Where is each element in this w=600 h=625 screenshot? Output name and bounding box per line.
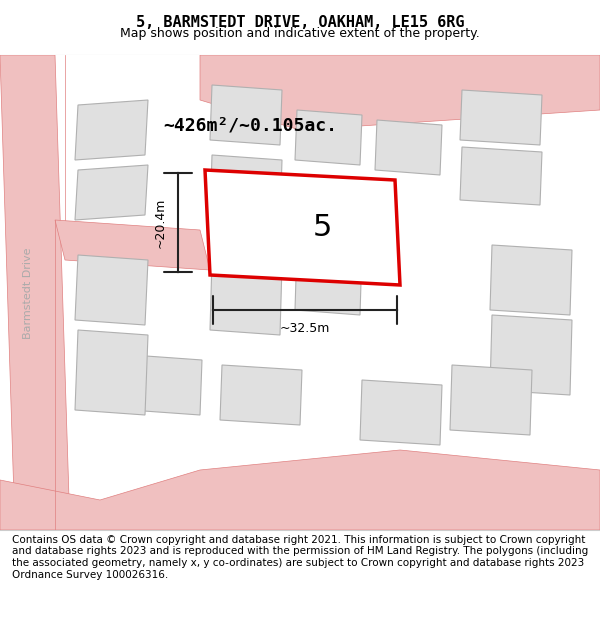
Polygon shape (490, 315, 572, 395)
Polygon shape (460, 147, 542, 205)
Text: 5: 5 (313, 213, 332, 242)
Text: Barmstedt Drive: Barmstedt Drive (23, 248, 33, 339)
Polygon shape (210, 260, 282, 335)
Polygon shape (0, 450, 600, 530)
Polygon shape (375, 120, 442, 175)
Text: ~20.4m: ~20.4m (154, 198, 167, 248)
Polygon shape (220, 365, 302, 425)
Polygon shape (360, 380, 442, 445)
Text: Contains OS data © Crown copyright and database right 2021. This information is : Contains OS data © Crown copyright and d… (12, 535, 588, 579)
Polygon shape (75, 165, 148, 220)
Polygon shape (210, 85, 282, 145)
Polygon shape (0, 55, 70, 530)
Polygon shape (295, 245, 362, 315)
Polygon shape (210, 155, 282, 225)
Polygon shape (75, 330, 148, 415)
Polygon shape (460, 90, 542, 145)
Polygon shape (55, 220, 210, 270)
Polygon shape (130, 355, 202, 415)
Polygon shape (295, 110, 362, 165)
Polygon shape (75, 255, 148, 325)
Polygon shape (490, 245, 572, 315)
Polygon shape (205, 170, 400, 285)
Polygon shape (450, 365, 532, 435)
Text: ~32.5m: ~32.5m (280, 321, 330, 334)
Text: ~426m²/~0.105ac.: ~426m²/~0.105ac. (163, 116, 337, 134)
Polygon shape (75, 100, 148, 160)
Text: Map shows position and indicative extent of the property.: Map shows position and indicative extent… (120, 27, 480, 39)
Polygon shape (200, 55, 600, 130)
Text: 5, BARMSTEDT DRIVE, OAKHAM, LE15 6RG: 5, BARMSTEDT DRIVE, OAKHAM, LE15 6RG (136, 16, 464, 31)
